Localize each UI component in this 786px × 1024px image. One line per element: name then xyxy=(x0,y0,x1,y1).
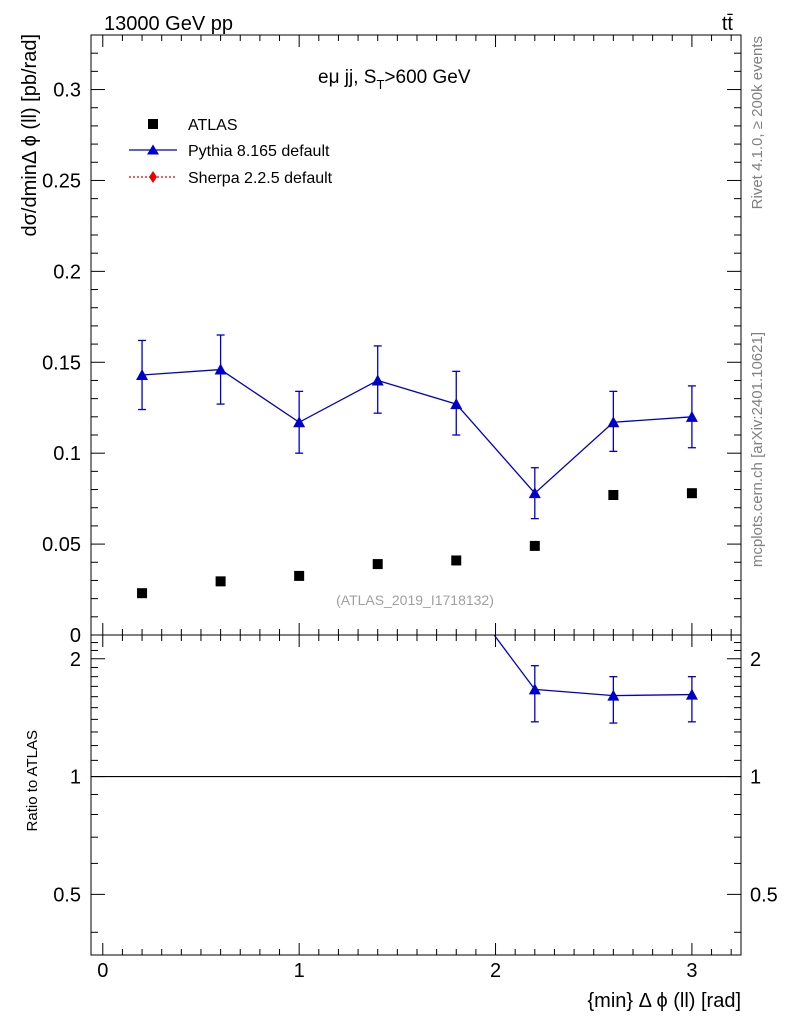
y-axis-label: dσ/dminΔ ϕ (ll) [pb/rad] xyxy=(19,34,41,237)
ratio-axis-ticks xyxy=(91,642,741,955)
ratio-y-axis-label: Ratio to ATLAS xyxy=(24,730,41,831)
y-tick-label: 0.1 xyxy=(53,443,81,465)
y-tick-label: 0.25 xyxy=(42,170,81,192)
y-tick-label: 0.3 xyxy=(53,80,81,102)
legend-atlas-marker xyxy=(148,119,158,129)
ratio-tick-label-left: 2 xyxy=(70,649,81,671)
ratio-tick-label-right: 2 xyxy=(750,649,761,671)
pythia-point xyxy=(136,369,149,380)
pythia-point xyxy=(528,487,541,499)
ratio-panel-frame xyxy=(90,634,742,956)
atlas-point xyxy=(451,555,462,566)
x-tick-label: 2 xyxy=(490,960,501,982)
atlas-point xyxy=(529,540,540,551)
legend: ATLAS Pythia 8.165 default Sherpa 2.2.5 … xyxy=(129,117,333,187)
atlas-point xyxy=(608,490,619,500)
analysis-label: (ATLAS_2019_I1718132) xyxy=(336,592,494,608)
atlas-point xyxy=(372,559,383,570)
atlas-point xyxy=(215,576,226,587)
ratio-tick-label-right: 0.5 xyxy=(750,884,778,906)
x-axis-label: {min} Δ ϕ (ll) [rad] xyxy=(588,990,742,1012)
pythia-ratio-point xyxy=(136,460,148,471)
pythia-point xyxy=(607,416,620,428)
main-plot-marks xyxy=(136,334,698,599)
atlas-point xyxy=(137,588,148,599)
pythia-point xyxy=(371,374,384,386)
pythia-point xyxy=(214,363,227,375)
header-energy-label: 13000 GeV pp xyxy=(104,13,233,35)
y-tick-label: 0 xyxy=(70,625,81,647)
pythia-ratio-point xyxy=(528,683,541,695)
atlas-point xyxy=(294,570,305,581)
main-axis-ticks xyxy=(91,34,741,647)
pythia-ratio-line xyxy=(493,635,692,697)
tick-labels: 0 1 2 3 0 0.05 0.1 0.15 0.2 0.25 0.3 0.5 0.5 1 1 2 2 xyxy=(42,80,778,982)
atlas-point xyxy=(686,488,697,499)
pythia-ratio-point xyxy=(293,553,305,564)
pythia-point xyxy=(293,416,306,428)
legend-pythia-label: Pythia 8.165 default xyxy=(188,143,330,160)
pythia-ratio-point xyxy=(215,499,227,510)
pythia-point xyxy=(685,410,698,422)
plot-title-subscript: T xyxy=(376,77,384,92)
legend-sherpa-label: Sherpa 2.2.5 default xyxy=(188,170,333,187)
x-tick-label: 1 xyxy=(294,960,305,982)
rivet-info-label: Rivet 4.1.0, ≥ 200k events xyxy=(749,36,766,209)
mcplots-info-label: mcplots.cern.ch [arXiv:2401.10621] xyxy=(749,332,766,567)
pythia-ratio-point xyxy=(607,689,620,701)
ratio-tick-label-left: 0.5 xyxy=(53,884,81,906)
pythia-ratio-point xyxy=(450,578,462,589)
pythia-ratio-point xyxy=(685,688,698,700)
x-tick-label: 0 xyxy=(97,960,108,982)
header-process-label: tt̄ xyxy=(722,13,734,35)
ratio-plot-marks xyxy=(91,460,741,778)
plot-title: eμ jj, ST>600 GeV xyxy=(318,67,471,92)
y-tick-label: 0.2 xyxy=(53,261,81,283)
x-tick-label: 3 xyxy=(686,960,697,982)
pythia-point xyxy=(450,398,463,410)
legend-pythia-marker xyxy=(147,144,159,155)
y-tick-label: 0.05 xyxy=(42,534,81,556)
legend-atlas-label: ATLAS xyxy=(188,117,238,134)
pythia-line xyxy=(142,368,692,495)
legend-sherpa-marker xyxy=(149,171,157,183)
plot-title-main: eμ jj, S xyxy=(318,67,376,88)
plot-title-rest: >600 GeV xyxy=(384,67,470,88)
ratio-tick-label-left: 1 xyxy=(70,767,81,789)
y-tick-label: 0.15 xyxy=(42,352,81,374)
ratio-tick-label-right: 1 xyxy=(750,767,761,789)
